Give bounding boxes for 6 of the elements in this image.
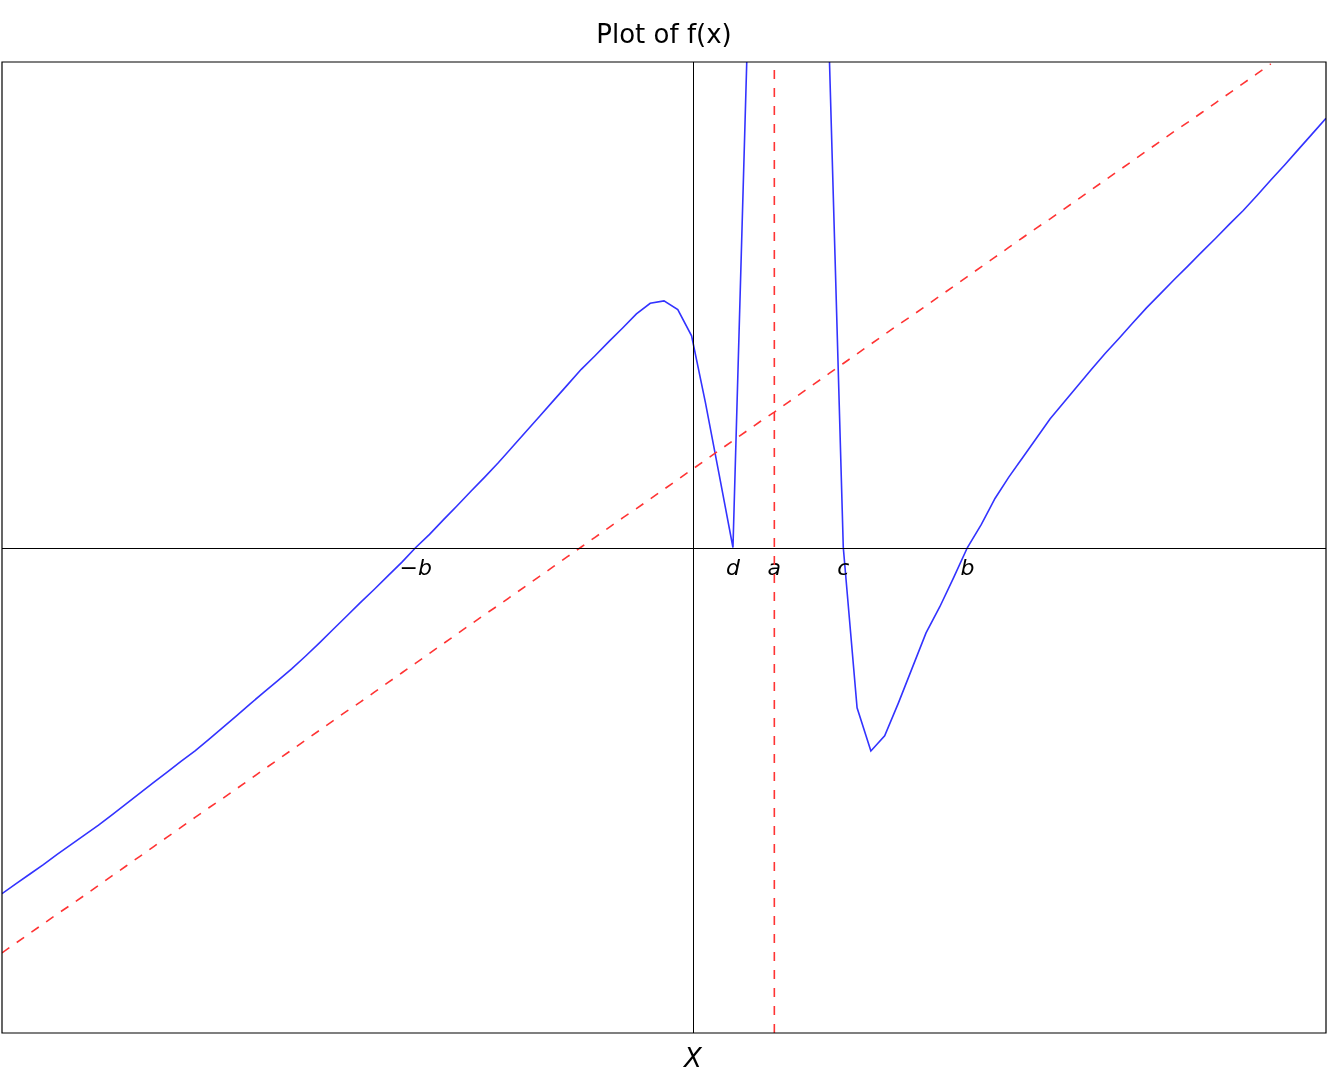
x-tick-label: a — [767, 555, 782, 580]
x-tick-label: d — [725, 555, 741, 580]
x-axis-title: X — [682, 1043, 703, 1073]
x-tick-label: −b — [399, 555, 432, 580]
x-tick-label: b — [960, 555, 975, 580]
chart-title: Plot of f(x) — [596, 19, 732, 50]
